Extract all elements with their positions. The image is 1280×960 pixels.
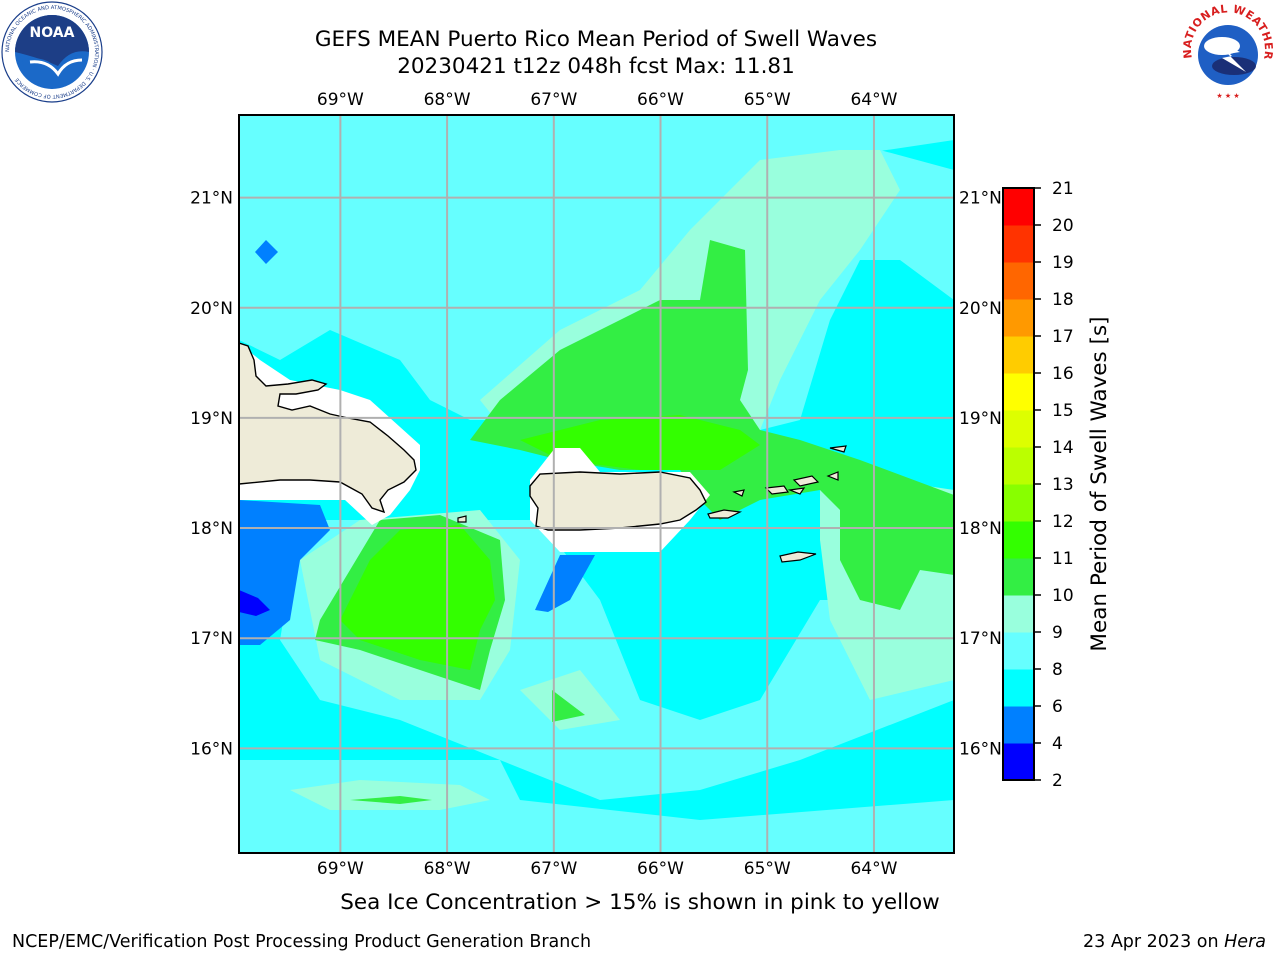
colorbar-tick-label: 10	[1052, 586, 1074, 606]
contour-10-11	[350, 796, 432, 804]
lon-tick-label: 67°W	[530, 90, 577, 110]
credit-host: Hera	[1224, 932, 1266, 952]
land-anguilla	[826, 445, 847, 481]
land-vieques	[707, 509, 743, 519]
map-field	[239, 115, 954, 853]
chart-subtitle: 20230421 t12z 048h fcst Max: 11.81	[397, 54, 795, 79]
lat-tick-label: 21°N	[190, 189, 233, 209]
chart-title: GEFS MEAN Puerto Rico Mean Period of Swe…	[314, 27, 878, 52]
lon-tick-label: 67°W	[530, 859, 577, 879]
contour-11-12	[340, 525, 495, 670]
colorbar-segment	[1003, 558, 1034, 596]
lat-labels-right: 21°N 20°N 19°N 18°N 17°N 16°N	[959, 189, 1002, 760]
colorbar-tick-label: 18	[1052, 290, 1074, 310]
lon-tick-label: 69°W	[317, 90, 364, 110]
lon-tick-label: 66°W	[637, 859, 684, 879]
colorbar-tick-label: 6	[1052, 697, 1063, 717]
colorbar-segment	[1003, 595, 1034, 633]
footer-note: Sea Ice Concentration > 15% is shown in …	[0, 890, 1280, 915]
colorbar	[1003, 188, 1034, 781]
colorbar-tick-label: 14	[1052, 438, 1074, 458]
lon-labels-top: 69°W 68°W 67°W 66°W 65°W 64°W	[317, 90, 898, 110]
lon-labels-bottom: 69°W 68°W 67°W 66°W 65°W 64°W	[317, 859, 898, 879]
nws-logo: NATIONAL WEATHER SERVICE ★ ★ ★	[1176, 0, 1278, 102]
lat-tick-label: 18°N	[959, 519, 1002, 539]
contour-2-4	[239, 590, 270, 616]
land-mona	[457, 515, 467, 523]
contour-4-6	[535, 555, 595, 612]
colorbar-tick-label: 4	[1052, 734, 1063, 754]
colorbar-tick-label: 12	[1052, 512, 1074, 532]
colorbar-segment	[1003, 447, 1034, 485]
credit-right: 23 Apr 2023 on Hera	[1083, 932, 1266, 952]
footer-note-text: Sea Ice Concentration > 15% is shown in …	[340, 890, 940, 915]
map-frame	[238, 114, 955, 854]
lat-tick-label: 20°N	[190, 299, 233, 319]
lat-tick-label: 16°N	[190, 739, 233, 759]
lon-tick-label: 68°W	[424, 90, 471, 110]
colorbar-tick-label: 9	[1052, 623, 1063, 643]
lat-tick-label: 18°N	[190, 519, 233, 539]
colorbar-tick-label: 13	[1052, 475, 1074, 495]
colorbar-segment	[1003, 373, 1034, 411]
colorbar-segment	[1003, 521, 1034, 559]
colorbar-tick-label: 16	[1052, 364, 1074, 384]
land-st-croix	[779, 551, 817, 563]
lat-tick-label: 21°N	[959, 189, 1002, 209]
gridlines	[239, 115, 954, 853]
lon-tick-label: 65°W	[744, 90, 791, 110]
lat-tick-label: 19°N	[959, 409, 1002, 429]
colorbar-segment	[1003, 706, 1034, 744]
land-puerto-rico	[529, 471, 707, 531]
colorbar-segment	[1003, 299, 1034, 337]
colorbar-segment	[1003, 410, 1034, 448]
lat-tick-label: 20°N	[959, 299, 1002, 319]
lat-tick-label: 16°N	[959, 739, 1002, 759]
lat-tick-label: 17°N	[959, 629, 1002, 649]
colorbar-segment	[1003, 632, 1034, 670]
colorbar-segment	[1003, 262, 1034, 300]
contour-9-10	[520, 670, 620, 730]
colorbar-segment	[1003, 484, 1034, 522]
lon-tick-label: 69°W	[317, 859, 364, 879]
contour-4-6	[255, 240, 278, 264]
lat-tick-label: 19°N	[190, 409, 233, 429]
colorbar-tick-label: 8	[1052, 660, 1063, 680]
lon-tick-label: 66°W	[637, 90, 684, 110]
svg-text:★ ★ ★: ★ ★ ★	[1216, 92, 1239, 100]
colorbar-tick-label: 20	[1052, 216, 1074, 236]
lat-labels-left: 21°N 20°N 19°N 18°N 17°N 16°N	[190, 189, 233, 760]
colorbar-tick-label: 2	[1052, 771, 1063, 791]
credit-date: 23 Apr 2023 on	[1083, 932, 1225, 952]
colorbar-tick-label: 19	[1052, 253, 1074, 273]
contour-10-11	[552, 690, 585, 722]
colorbar-tick-label: 11	[1052, 549, 1074, 569]
land-hispaniola	[239, 342, 417, 514]
colorbar-segment	[1003, 188, 1034, 226]
colorbar-segment	[1003, 336, 1034, 374]
noaa-logo-text: NOAA	[30, 25, 75, 41]
colorbar-ticks: 2 4 6 8 9 10 11 12 13 14 15 16 17 18 19 20 21	[1034, 179, 1074, 791]
credit-left: NCEP/EMC/Verification Post Processing Pr…	[12, 932, 592, 952]
land-virgin-islands	[732, 475, 820, 497]
colorbar-segment	[1003, 669, 1034, 707]
colorbar-tick-label: 21	[1052, 179, 1074, 199]
noaa-logo: NATIONAL OCEANIC AND ATMOSPHERIC ADMINIS…	[1, 1, 103, 103]
colorbar-tick-label: 17	[1052, 327, 1074, 347]
colorbar-segment	[1003, 225, 1034, 263]
lon-tick-label: 68°W	[424, 859, 471, 879]
colorbar-segment	[1003, 743, 1034, 781]
lon-tick-label: 64°W	[850, 859, 897, 879]
lon-tick-label: 64°W	[850, 90, 897, 110]
lat-tick-label: 17°N	[190, 629, 233, 649]
colorbar-label: Mean Period of Swell Waves [s]	[1087, 316, 1112, 651]
colorbar-tick-label: 15	[1052, 401, 1074, 421]
lon-tick-label: 65°W	[744, 859, 791, 879]
